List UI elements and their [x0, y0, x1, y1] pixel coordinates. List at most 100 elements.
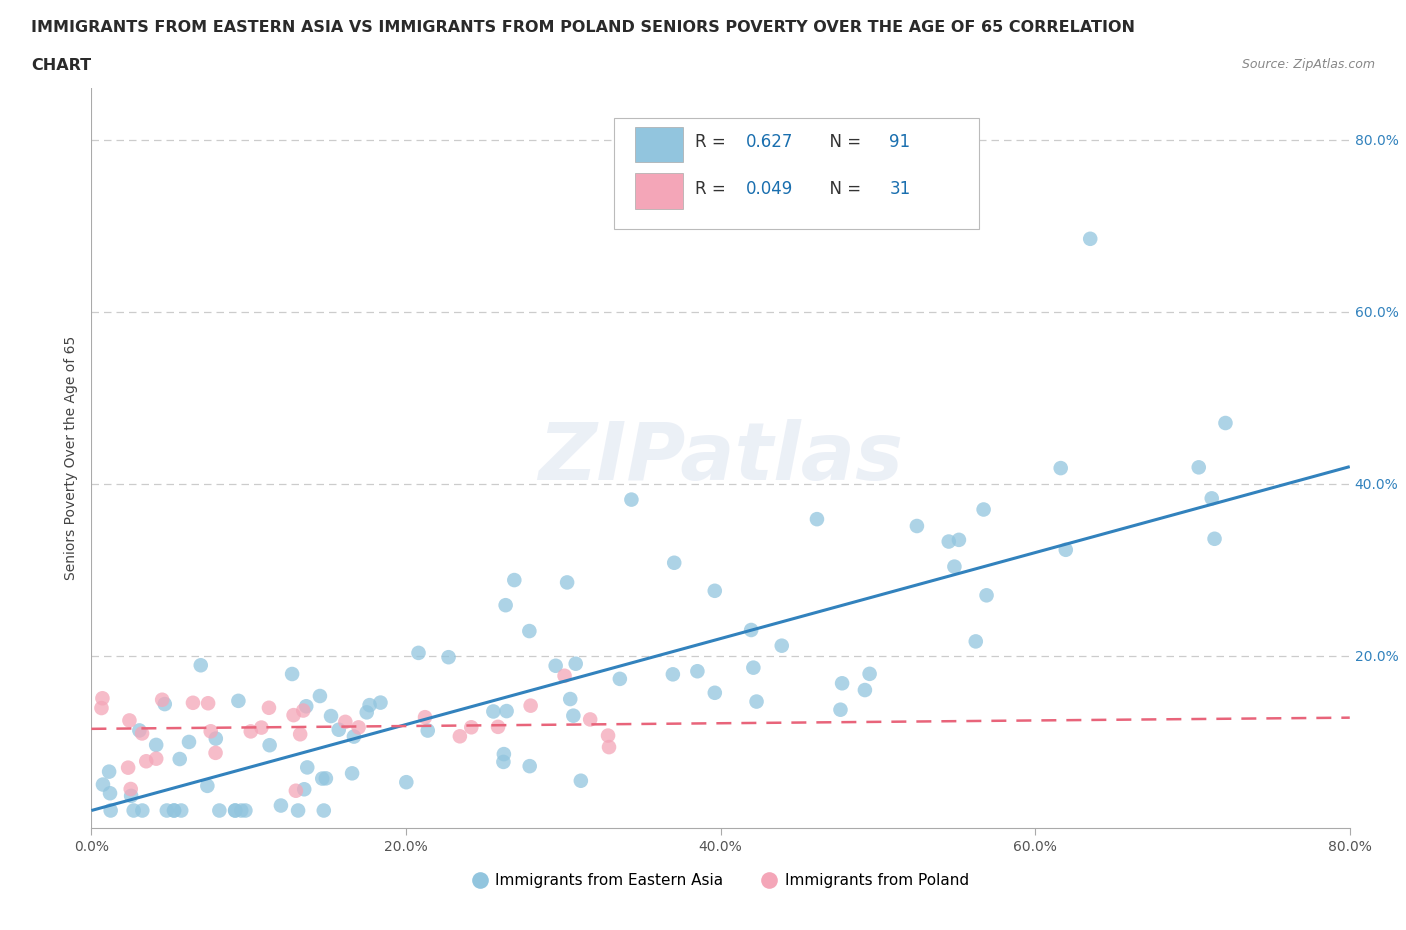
- Point: [596, 728, 619, 743]
- Point: [486, 720, 509, 735]
- Point: [770, 638, 793, 653]
- Point: [98, 764, 121, 779]
- Point: [195, 778, 218, 793]
- Point: [943, 559, 966, 574]
- Point: [742, 660, 765, 675]
- Point: [564, 657, 586, 671]
- FancyBboxPatch shape: [613, 118, 979, 229]
- Point: [482, 704, 505, 719]
- Point: [257, 700, 280, 715]
- Point: [117, 760, 139, 775]
- Point: [598, 739, 620, 754]
- Point: [740, 622, 762, 637]
- Point: [408, 645, 430, 660]
- Point: [319, 709, 342, 724]
- Point: [224, 804, 246, 818]
- Point: [259, 737, 281, 752]
- Text: N =: N =: [818, 180, 866, 198]
- FancyBboxPatch shape: [636, 173, 683, 209]
- Point: [370, 695, 392, 710]
- Point: [181, 696, 204, 711]
- Point: [145, 737, 167, 752]
- FancyBboxPatch shape: [636, 126, 683, 163]
- Point: [395, 775, 418, 790]
- Point: [519, 624, 541, 639]
- Point: [284, 783, 307, 798]
- Point: [177, 735, 200, 750]
- Point: [905, 519, 928, 534]
- Point: [200, 724, 222, 738]
- Point: [1049, 460, 1071, 475]
- Point: [153, 697, 176, 711]
- Text: 0.049: 0.049: [745, 180, 793, 198]
- Point: [288, 727, 311, 742]
- Text: 31: 31: [889, 180, 911, 198]
- Point: [169, 751, 191, 766]
- Point: [1054, 542, 1077, 557]
- Point: [98, 786, 121, 801]
- Point: [131, 804, 153, 818]
- Text: N =: N =: [818, 133, 866, 152]
- Point: [449, 729, 471, 744]
- Point: [328, 723, 350, 737]
- Point: [356, 705, 378, 720]
- Point: [503, 573, 526, 588]
- Point: [120, 789, 142, 804]
- Point: [163, 804, 186, 818]
- Point: [295, 698, 318, 713]
- Point: [235, 804, 257, 818]
- Point: [745, 694, 768, 709]
- Point: [359, 698, 381, 712]
- Point: [347, 720, 370, 735]
- Point: [224, 804, 246, 818]
- Point: [965, 634, 987, 649]
- Point: [495, 704, 517, 719]
- Point: [579, 712, 602, 727]
- Point: [228, 694, 250, 709]
- Point: [231, 804, 253, 818]
- Point: [287, 804, 309, 818]
- Point: [292, 703, 315, 718]
- Point: [519, 759, 541, 774]
- Point: [120, 781, 142, 796]
- Y-axis label: Seniors Poverty Over the Age of 65: Seniors Poverty Over the Age of 65: [65, 336, 79, 580]
- Point: [1201, 491, 1223, 506]
- Point: [312, 804, 335, 818]
- Point: [858, 667, 880, 682]
- Point: [554, 669, 576, 684]
- Point: [91, 691, 114, 706]
- Point: [170, 804, 193, 818]
- Point: [569, 774, 592, 789]
- Point: [208, 804, 231, 818]
- Point: [544, 658, 567, 673]
- Point: [495, 598, 517, 613]
- Text: ZIPatlas: ZIPatlas: [538, 419, 903, 497]
- Point: [90, 700, 112, 715]
- Point: [662, 667, 685, 682]
- Point: [135, 754, 157, 769]
- Point: [309, 688, 332, 703]
- Point: [492, 754, 515, 769]
- Point: [686, 664, 709, 679]
- Point: [853, 683, 876, 698]
- Point: [131, 726, 153, 741]
- Text: R =: R =: [696, 180, 731, 198]
- Point: [703, 583, 725, 598]
- Point: [830, 702, 852, 717]
- Point: [664, 555, 686, 570]
- Point: [1215, 416, 1237, 431]
- Point: [519, 698, 541, 713]
- Point: [335, 714, 357, 729]
- Point: [555, 575, 578, 590]
- Point: [204, 731, 226, 746]
- Point: [197, 696, 219, 711]
- Point: [948, 532, 970, 547]
- Point: [413, 710, 436, 724]
- Point: [560, 692, 582, 707]
- Point: [1078, 232, 1101, 246]
- Point: [204, 746, 226, 761]
- Point: [270, 798, 292, 813]
- Point: [128, 723, 150, 737]
- Point: [315, 771, 337, 786]
- Point: [283, 708, 305, 723]
